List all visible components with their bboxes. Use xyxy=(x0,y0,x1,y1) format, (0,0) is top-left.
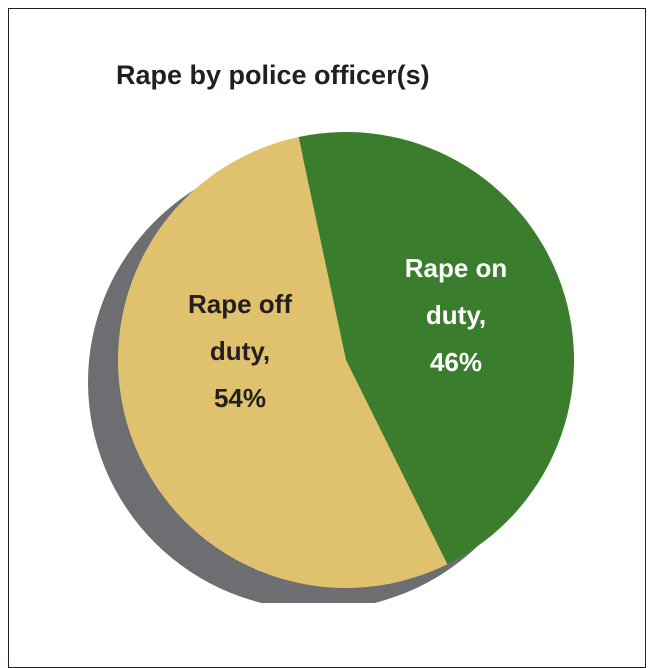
slice-label-line: Rape off xyxy=(188,289,292,319)
pie-slice-rape-off-duty xyxy=(118,136,448,588)
slice-label-rape-on-duty: Rape on duty, 46% xyxy=(405,253,508,377)
slice-label-line: 46% xyxy=(430,347,482,377)
slice-label-line: duty, xyxy=(426,300,486,330)
chart-title: Rape by police officer(s) xyxy=(116,60,430,90)
slice-label-line: Rape on xyxy=(405,253,508,283)
slice-label-rape-off-duty: Rape off duty, 54% xyxy=(188,289,292,413)
slice-label-line: 54% xyxy=(214,383,266,413)
slice-label-line: duty, xyxy=(210,336,270,366)
pie-slice-rape-on-duty xyxy=(298,131,575,565)
